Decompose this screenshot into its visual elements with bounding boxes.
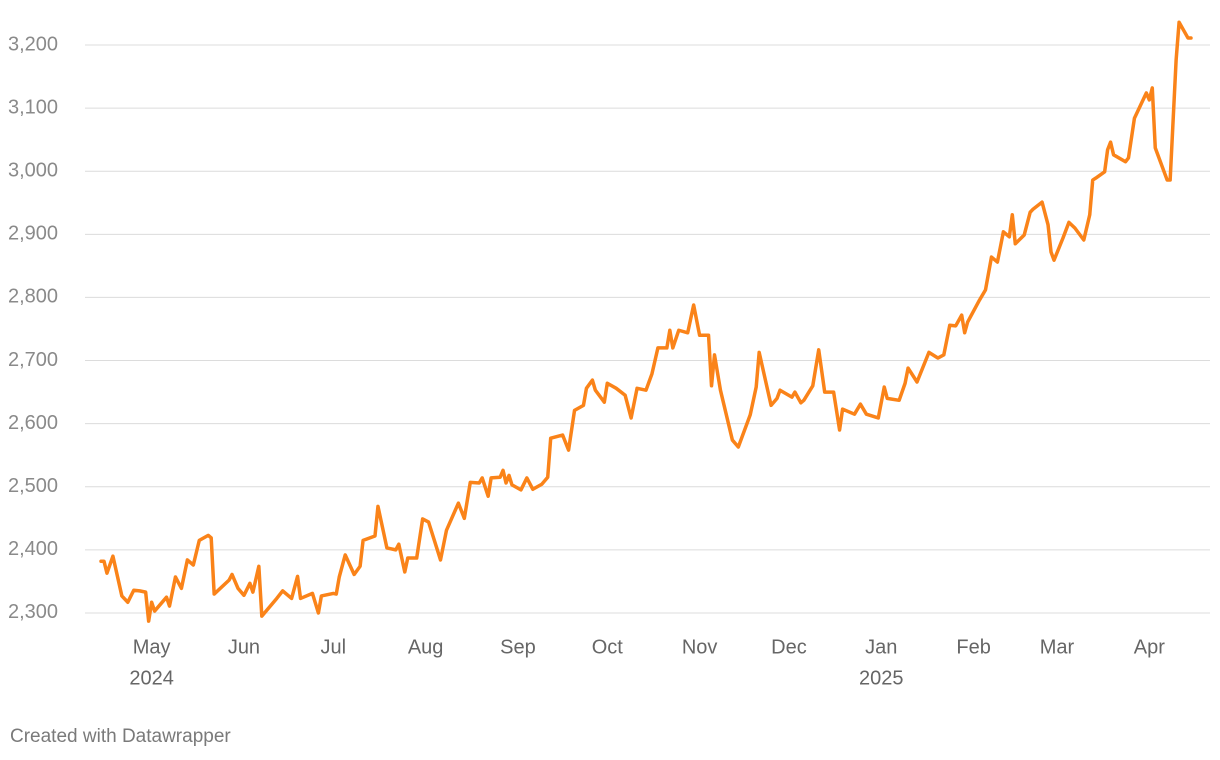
y-tick-label: 2,300 xyxy=(8,601,58,623)
y-tick-label: 3,000 xyxy=(8,159,58,181)
y-tick-label: 2,400 xyxy=(8,538,58,560)
y-tick-label: 2,700 xyxy=(8,349,58,371)
x-tick-label: Dec xyxy=(771,636,807,658)
x-tick-label: Jan xyxy=(865,636,897,658)
y-tick-label: 3,200 xyxy=(8,33,58,55)
y-tick-label: 2,600 xyxy=(8,412,58,434)
x-tick-label: Oct xyxy=(592,636,624,658)
x-tick-year: 2024 xyxy=(129,667,174,689)
x-tick-label: Feb xyxy=(956,636,990,658)
y-tick-label: 2,500 xyxy=(8,475,58,497)
x-tick-label: Mar xyxy=(1040,636,1075,658)
y-tick-label: 2,800 xyxy=(8,286,58,308)
x-tick-label: Nov xyxy=(682,636,718,658)
x-tick-label: Jul xyxy=(321,636,347,658)
x-tick-label: Aug xyxy=(408,636,444,658)
price-line xyxy=(99,20,1193,623)
x-tick-label: Sep xyxy=(500,636,536,658)
x-tick-label: Jun xyxy=(228,636,260,658)
y-tick-label: 3,100 xyxy=(8,96,58,118)
footer: Created with Datawrapper xyxy=(10,726,231,747)
x-tick-year: 2025 xyxy=(859,667,904,689)
x-tick-label: May xyxy=(133,636,171,658)
x-tick-label: Apr xyxy=(1134,636,1165,658)
y-tick-label: 2,900 xyxy=(8,223,58,245)
